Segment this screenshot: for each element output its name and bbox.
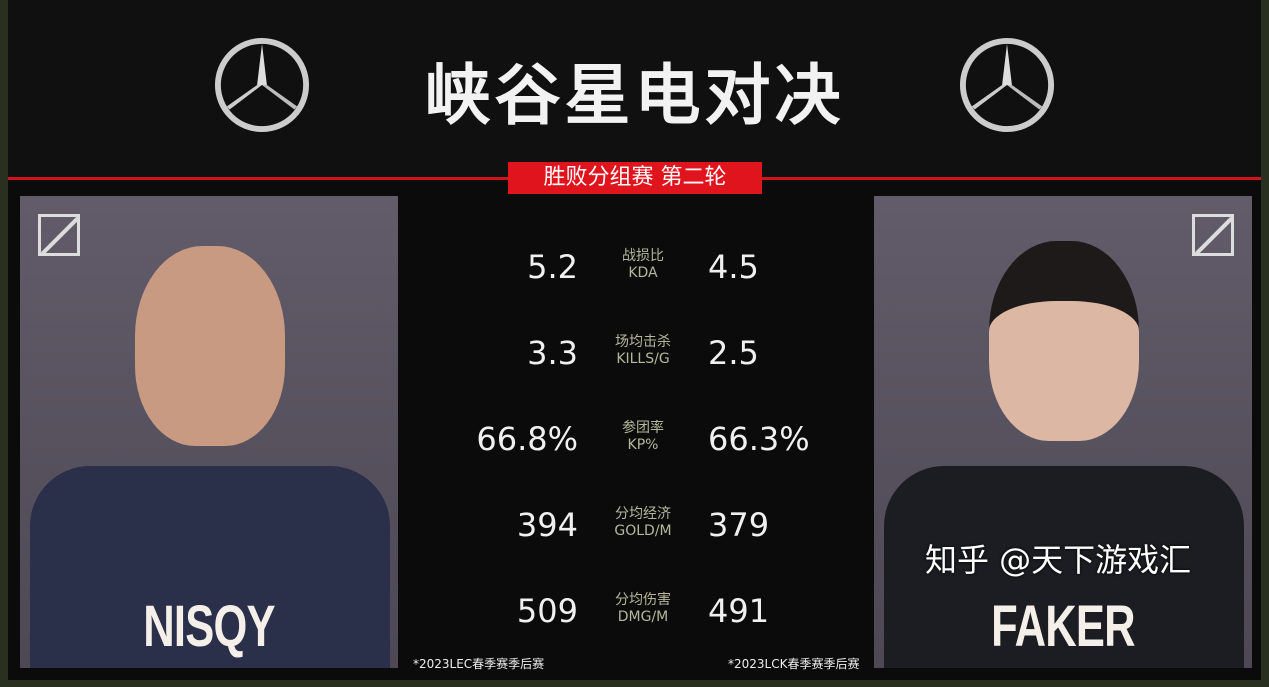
player-name: NISQY xyxy=(143,594,275,659)
label-en: GOLD/M xyxy=(614,523,672,539)
label-cn: 分均伤害 xyxy=(615,592,671,608)
jersey xyxy=(884,466,1244,668)
right-value: 379 xyxy=(708,506,770,544)
stat-label: 分均经济 GOLD/M xyxy=(598,506,688,540)
watermark: 知乎 @天下游戏汇 xyxy=(925,541,1192,579)
footnote-left: *2023LEC春季赛季后赛 xyxy=(413,657,545,671)
label-en: DMG/M xyxy=(617,609,669,625)
left-value: 394 xyxy=(516,506,578,544)
label-cn: 分均经济 xyxy=(615,506,671,522)
versus-card: 峡谷星电对决 胜败分组赛 第二轮 NISQY FAKER 5.2 战损比 KDA 4.… xyxy=(8,0,1261,680)
stat-label: 参团率 KP% xyxy=(598,420,688,454)
stat-label: 战损比 KDA xyxy=(598,248,688,282)
left-value: 509 xyxy=(516,592,578,630)
header: 峡谷星电对决 xyxy=(8,0,1261,178)
right-value: 66.3% xyxy=(708,420,810,458)
stat-row: 509 分均伤害 DMG/M 491 xyxy=(408,584,878,644)
label-cn: 战损比 xyxy=(622,248,664,264)
player-name: FAKER xyxy=(991,594,1135,659)
label-en: KILLS/G xyxy=(616,351,670,367)
left-value: 3.3 xyxy=(527,334,578,372)
page-title: 峡谷星电对决 xyxy=(424,57,845,134)
stat-row: 3.3 场均击杀 KILLS/G 2.5 xyxy=(408,326,878,386)
team-badge-icon xyxy=(1192,214,1234,256)
player-panel-right: FAKER xyxy=(874,196,1252,668)
team-badge-icon xyxy=(38,214,80,256)
label-cn: 场均击杀 xyxy=(615,334,671,350)
player-panel-left: NISQY xyxy=(20,196,398,668)
right-value: 2.5 xyxy=(708,334,759,372)
stat-label: 分均伤害 DMG/M xyxy=(598,592,688,626)
stat-label: 场均击杀 KILLS/G xyxy=(598,334,688,368)
stat-row: 394 分均经济 GOLD/M 379 xyxy=(408,498,878,558)
right-value: 491 xyxy=(708,592,770,630)
right-value: 4.5 xyxy=(708,248,759,286)
left-value: 66.8% xyxy=(476,420,578,458)
label-cn: 参团率 xyxy=(622,420,664,436)
player-photo xyxy=(135,246,285,446)
label-en: KDA xyxy=(628,265,658,281)
jersey xyxy=(30,466,390,668)
footnote-right: *2023LCK春季赛季后赛 xyxy=(728,657,860,671)
mercedes-logo-icon xyxy=(959,37,1055,133)
stat-row: 5.2 战损比 KDA 4.5 xyxy=(408,240,878,300)
stat-row: 66.8% 参团率 KP% 66.3% xyxy=(408,412,878,472)
label-en: KP% xyxy=(627,437,659,453)
mercedes-logo-icon xyxy=(214,37,310,133)
player-photo xyxy=(989,241,1139,441)
subtitle-banner: 胜败分组赛 第二轮 xyxy=(508,162,762,194)
left-value: 5.2 xyxy=(527,248,578,286)
